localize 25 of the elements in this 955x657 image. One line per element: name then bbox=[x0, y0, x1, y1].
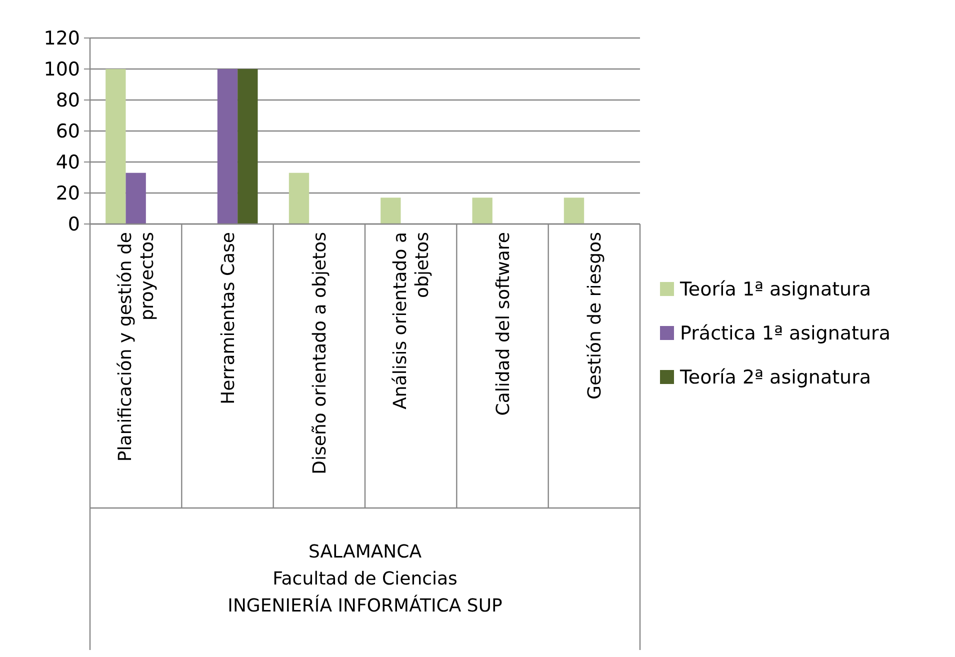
x-tick-label: Planificación y gestión de proyectos bbox=[115, 232, 158, 462]
bar bbox=[564, 198, 584, 224]
y-tick-label: 120 bbox=[44, 28, 80, 50]
bar bbox=[238, 69, 258, 224]
y-tick-label: 20 bbox=[56, 182, 80, 205]
y-tick-label: 100 bbox=[44, 58, 80, 81]
x-tick-label: Análisis orientado a objetos bbox=[390, 232, 434, 410]
x-axis-title: SALAMANCA Facultad de Ciencias INGENIERÍA INFORMÁTICA SUP bbox=[228, 541, 502, 616]
y-tick-label: 0 bbox=[68, 214, 80, 236]
legend-label: Teoría 1ª asignatura bbox=[679, 278, 872, 301]
bar bbox=[472, 198, 492, 224]
legend-label: Teoría 2ª asignatura bbox=[679, 366, 872, 389]
bar bbox=[126, 172, 146, 224]
bar bbox=[106, 69, 126, 224]
x-tick-label: Gestión de riesgos bbox=[584, 232, 606, 400]
y-tick-label: 80 bbox=[56, 90, 80, 112]
x-tick-label: Herramientas Case bbox=[218, 232, 239, 404]
y-tick-label: 60 bbox=[56, 120, 80, 143]
x-tick-label: Diseño orientado a objetos bbox=[309, 232, 330, 474]
bar bbox=[217, 69, 238, 224]
legend-label: Práctica 1ª asignatura bbox=[680, 322, 890, 345]
bar bbox=[288, 172, 310, 224]
bar bbox=[380, 198, 401, 224]
x-tick-label: Calidad del software bbox=[492, 232, 514, 416]
y-tick-label: 40 bbox=[56, 152, 80, 174]
